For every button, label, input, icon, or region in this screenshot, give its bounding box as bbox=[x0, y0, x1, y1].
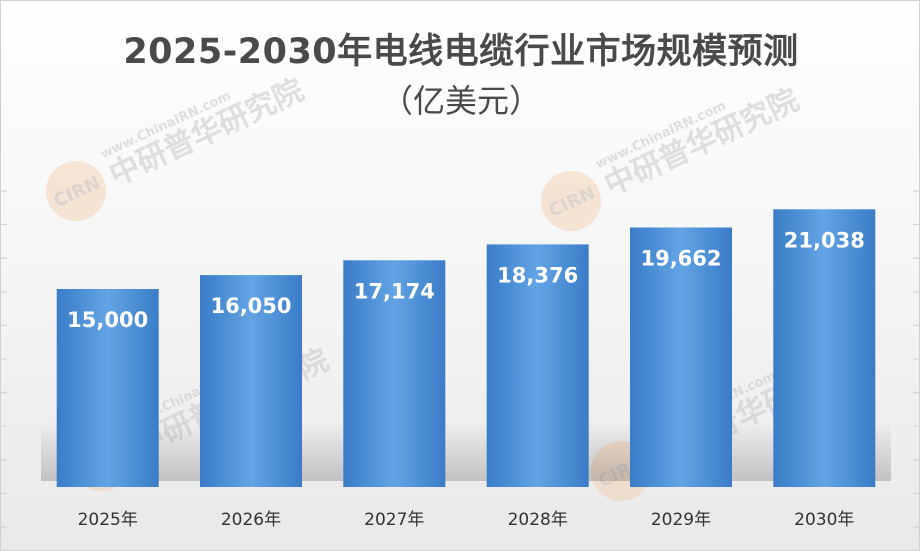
bars bbox=[56, 209, 876, 488]
bar-3 bbox=[343, 260, 446, 487]
bar-5 bbox=[630, 227, 732, 487]
value-labels: 15,000 16,050 17,174 18,376 19,662 21,038 bbox=[67, 228, 865, 332]
watermark-logo-circle bbox=[46, 161, 106, 221]
x-tick-label-6: 2030年 bbox=[794, 510, 854, 530]
x-tick-label-1: 2025年 bbox=[78, 510, 138, 530]
x-axis-tick-labels: 2025年 2026年 2027年 2028年 2029年 2030年 bbox=[78, 510, 855, 530]
bar-value-label-6: 21,038 bbox=[784, 228, 865, 252]
bar-value-label-1: 15,000 bbox=[67, 308, 148, 332]
x-tick-label-4: 2028年 bbox=[508, 510, 568, 530]
bar-shadow-band bbox=[41, 421, 891, 481]
x-tick-label-5: 2029年 bbox=[651, 510, 711, 530]
bar-2 bbox=[200, 275, 302, 487]
bar-1 bbox=[56, 289, 159, 487]
chart-title: 2025-2030年电线电缆行业市场规模预测 bbox=[123, 32, 799, 72]
bar-6 bbox=[773, 209, 876, 488]
bar-value-label-4: 18,376 bbox=[497, 263, 578, 287]
bar-value-label-2: 16,050 bbox=[210, 294, 291, 318]
bar-4 bbox=[486, 244, 589, 487]
x-tick-label-3: 2027年 bbox=[364, 510, 424, 530]
x-tick-label-2: 2026年 bbox=[221, 510, 281, 530]
bar-value-label-3: 17,174 bbox=[354, 279, 435, 303]
watermark-logo-circle bbox=[541, 171, 601, 231]
bar-value-label-5: 19,662 bbox=[640, 247, 721, 271]
chart-subtitle: （亿美元） bbox=[380, 82, 541, 120]
